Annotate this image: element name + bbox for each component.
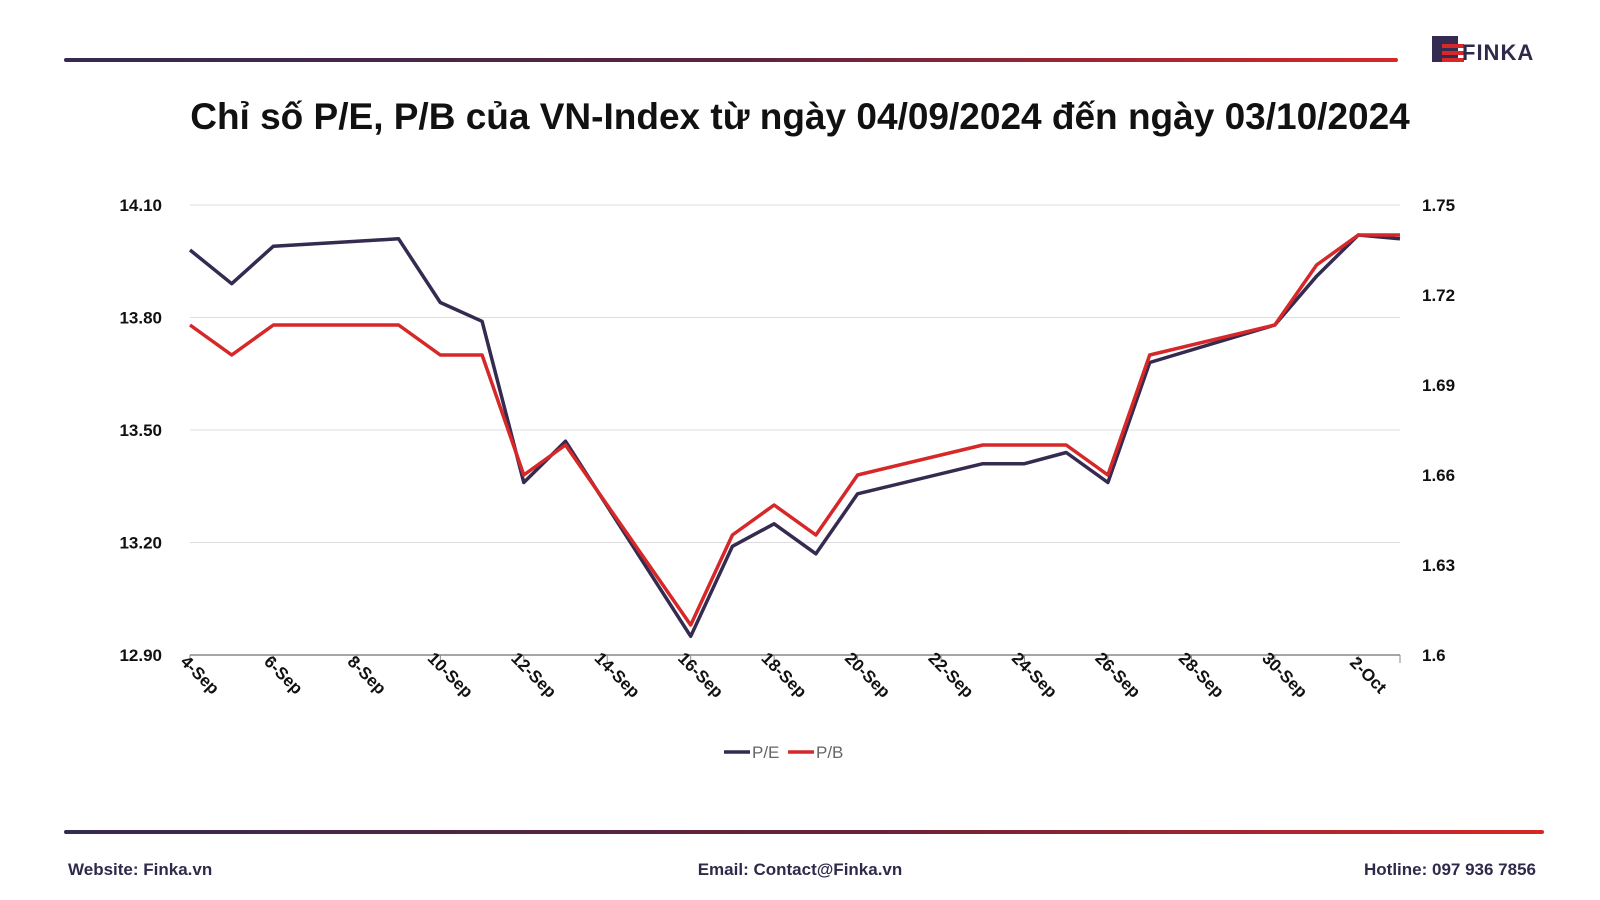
x-tick-label: 10-Sep — [424, 649, 477, 702]
y-right-tick-label: 1.66 — [1422, 466, 1455, 485]
y-left-tick-label: 13.80 — [119, 309, 162, 328]
x-tick-label: 30-Sep — [1258, 649, 1311, 702]
axes — [189, 654, 1401, 663]
x-tick-label: 28-Sep — [1175, 649, 1228, 702]
x-tick-label: 6-Sep — [260, 652, 306, 698]
legend-label: P/E — [752, 743, 779, 762]
x-tick-label: 26-Sep — [1091, 649, 1144, 702]
x-tick-label: 20-Sep — [841, 649, 894, 702]
x-tick-label: 14-Sep — [591, 649, 644, 702]
x-tick-label: 12-Sep — [507, 649, 560, 702]
series-line-pe — [188, 233, 1401, 639]
footer-email: Email: Contact@Finka.vn — [697, 860, 903, 879]
x-tick-label: 24-Sep — [1008, 649, 1061, 702]
footer-website: Website: Finka.vn — [68, 860, 213, 879]
brand-name: FINKA — [1462, 40, 1535, 65]
top-rule — [64, 58, 1398, 62]
x-tick-label: 18-Sep — [758, 649, 811, 702]
y-right-tick-label: 1.75 — [1422, 196, 1455, 215]
gridlines — [190, 204, 1400, 656]
x-tick-label: 8-Sep — [344, 652, 390, 698]
y-left-tick-label: 14.10 — [119, 196, 162, 215]
finka-logo-icon — [1432, 36, 1464, 62]
footer-hotline: Hotline: 097 936 7856 — [1364, 860, 1536, 879]
y-right-tick-label: 1.69 — [1422, 376, 1455, 395]
series-lines — [188, 233, 1401, 639]
y-right-tick-label: 1.63 — [1422, 556, 1455, 575]
x-tick-label: 2-Oct — [1346, 653, 1390, 697]
tick-labels: 14.10 13.80 13.50 13.20 12.90 1.75 1.72 1.69 1.6… — [119, 196, 1455, 702]
y-right-tick-label: 1.6 — [1422, 646, 1446, 665]
y-left-tick-label: 13.20 — [119, 534, 162, 553]
x-tick-label: 16-Sep — [674, 649, 727, 702]
y-left-tick-label: 12.90 — [119, 646, 162, 665]
chart-title: Chỉ số P/E, P/B của VN-Index từ ngày 04/… — [190, 96, 1410, 137]
x-tick-label: 4-Sep — [177, 652, 223, 698]
y-left-tick-label: 13.50 — [119, 421, 162, 440]
x-tick-label: 22-Sep — [924, 649, 977, 702]
bottom-rule — [64, 830, 1544, 834]
legend-label: P/B — [816, 743, 843, 762]
y-right-tick-label: 1.72 — [1422, 286, 1455, 305]
series-line-pb — [188, 233, 1400, 627]
legend: P/E P/B — [724, 743, 843, 762]
